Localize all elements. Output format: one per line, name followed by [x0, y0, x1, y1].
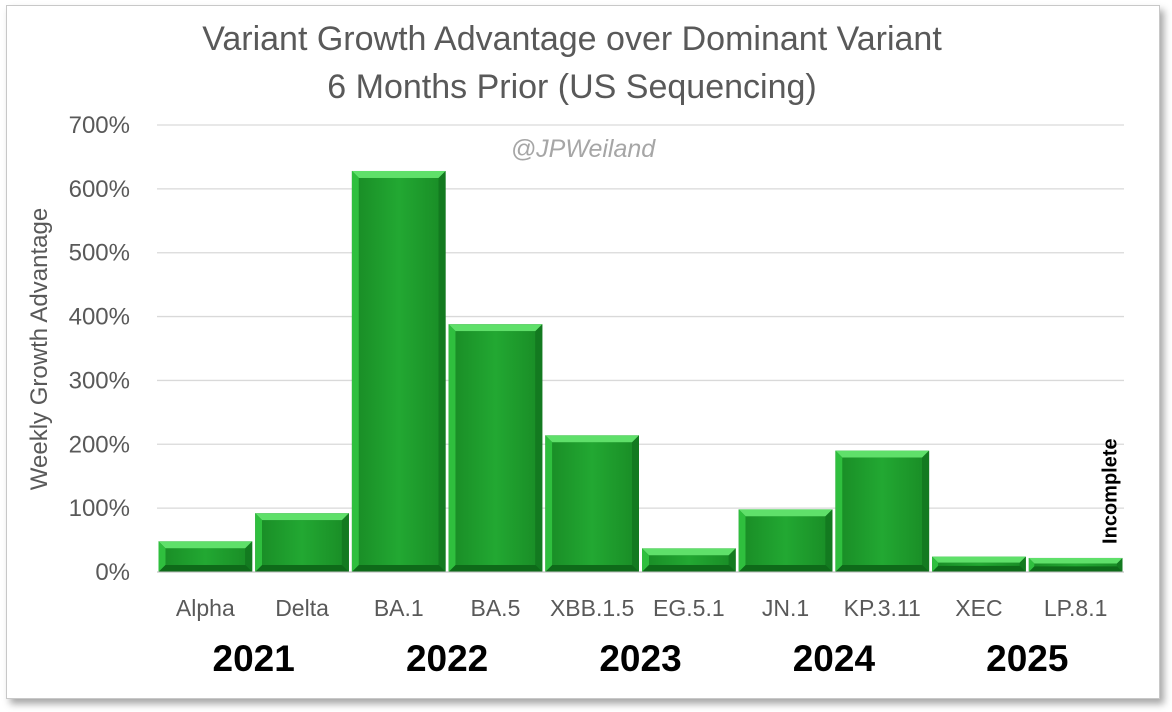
bar-kp-3-11 — [835, 450, 930, 572]
year-labels: 2021 2022 2023 2024 2025 — [213, 638, 1069, 679]
year-label-2023: 2023 — [599, 638, 681, 679]
x-tick-label: XEC — [955, 595, 1002, 621]
chart-frame — [6, 5, 1160, 699]
chart-title: Variant Growth Advantage over Dominant V… — [202, 20, 942, 58]
bar-alpha — [158, 541, 253, 572]
bar-ba-5 — [448, 324, 543, 572]
bar-lp-8-1 — [1028, 557, 1123, 572]
x-tick-label: BA.1 — [374, 595, 424, 621]
x-axis-categories: Alpha Delta BA.1 BA.5 XBB.1.5 EG.5.1 JN.1 KP.3.… — [176, 595, 1107, 621]
x-tick-label: BA.5 — [471, 595, 521, 621]
y-tick-label: 700% — [69, 112, 130, 139]
year-label-2024: 2024 — [793, 638, 876, 679]
bar-xbb-1-5 — [545, 435, 639, 572]
y-axis-label: Weekly Growth Advantage — [26, 208, 53, 490]
y-axis-ticks: 0% 100% 200% 300% 400% 500% 600% 700% — [69, 112, 130, 586]
annotations: Incomplete — [1100, 438, 1122, 544]
x-tick-label: XBB.1.5 — [550, 595, 634, 621]
bar-ba-1 — [351, 170, 446, 572]
year-label-2022: 2022 — [406, 638, 488, 679]
bar-delta — [255, 513, 349, 572]
bar-xec — [932, 556, 1026, 572]
x-tick-label: LP.8.1 — [1044, 595, 1108, 621]
year-label-2025: 2025 — [986, 638, 1068, 679]
chart-subtitle: 6 Months Prior (US Sequencing) — [327, 68, 816, 106]
annotation-incomplete: Incomplete — [1100, 438, 1122, 544]
watermark: @JPWeiland — [511, 135, 657, 163]
bar-eg-5-1 — [642, 548, 736, 572]
y-tick-label: 300% — [69, 367, 130, 394]
gridlines — [157, 124, 1124, 573]
x-tick-label: Delta — [275, 595, 329, 621]
y-tick-label: 200% — [69, 431, 130, 458]
y-tick-label: 100% — [69, 495, 130, 522]
y-tick-label: 600% — [69, 176, 130, 203]
x-tick-label: KP.3.11 — [844, 595, 921, 621]
y-tick-label: 0% — [95, 559, 130, 586]
year-label-2021: 2021 — [213, 638, 295, 679]
x-tick-label: JN.1 — [762, 595, 809, 621]
bars — [158, 170, 1123, 572]
x-tick-label: Alpha — [176, 595, 235, 621]
y-tick-label: 500% — [69, 240, 130, 267]
y-tick-label: 400% — [69, 304, 130, 331]
bar-jn-1 — [738, 509, 833, 572]
x-tick-label: EG.5.1 — [653, 595, 725, 621]
